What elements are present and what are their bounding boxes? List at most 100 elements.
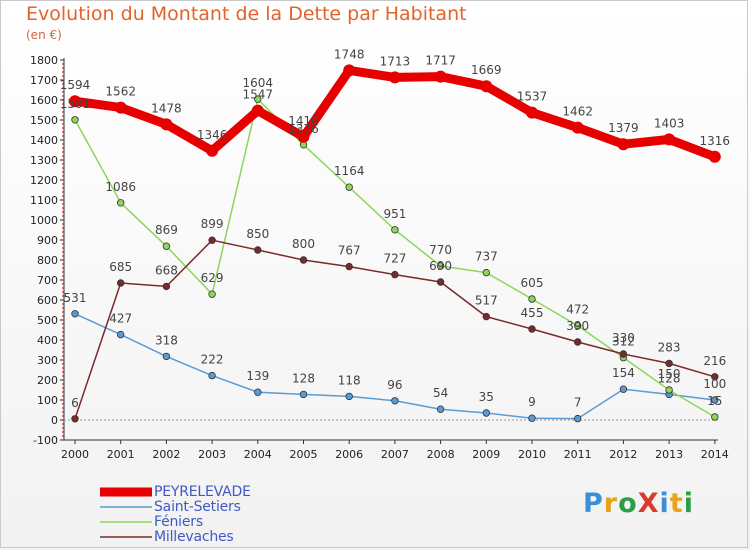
data-label-3: 6 bbox=[71, 396, 79, 410]
data-point-1 bbox=[528, 414, 536, 422]
data-point-1 bbox=[71, 310, 79, 318]
data-label-2: 869 bbox=[155, 223, 178, 237]
x-tick-label: 2002 bbox=[152, 448, 180, 461]
data-label-2: 312 bbox=[612, 335, 635, 349]
data-label-2: 15 bbox=[707, 394, 722, 408]
data-label-2: 472 bbox=[566, 303, 589, 317]
data-label-0: 1717 bbox=[425, 54, 456, 68]
data-point-2 bbox=[391, 226, 399, 234]
data-label-3: 850 bbox=[246, 227, 269, 241]
data-label-1: 531 bbox=[64, 291, 87, 305]
data-point-3 bbox=[619, 350, 628, 358]
data-point-1 bbox=[345, 392, 353, 401]
data-label-0: 1416 bbox=[288, 114, 319, 128]
data-point-2 bbox=[665, 386, 673, 394]
data-label-1: 118 bbox=[338, 373, 361, 387]
data-point-3 bbox=[711, 373, 719, 381]
y-tick-label: 1000 bbox=[30, 214, 58, 227]
data-label-3: 899 bbox=[201, 217, 224, 231]
data-point-3 bbox=[345, 262, 353, 271]
data-point-3 bbox=[665, 359, 673, 368]
data-point-2 bbox=[162, 242, 171, 250]
y-tick-label: 100 bbox=[37, 394, 58, 407]
data-point-3 bbox=[436, 278, 445, 286]
y-tick-label: -100 bbox=[33, 434, 58, 447]
data-label-2: 1604 bbox=[243, 76, 274, 90]
data-point-0 bbox=[160, 118, 173, 131]
data-point-0 bbox=[663, 133, 676, 146]
data-label-2: 150 bbox=[658, 367, 681, 381]
x-tick-label: 2014 bbox=[701, 448, 729, 461]
y-tick-label: 200 bbox=[37, 374, 58, 387]
data-point-1 bbox=[436, 405, 445, 413]
data-point-3 bbox=[528, 325, 536, 333]
data-point-3 bbox=[254, 246, 262, 254]
brand-letter: i bbox=[683, 488, 694, 519]
data-point-2 bbox=[574, 321, 582, 330]
x-tick-label: 2003 bbox=[198, 448, 226, 461]
data-point-1 bbox=[208, 371, 216, 380]
data-label-1: 222 bbox=[201, 353, 224, 367]
data-point-2 bbox=[711, 413, 719, 421]
y-tick-label: 300 bbox=[37, 354, 58, 367]
data-label-3: 216 bbox=[703, 354, 726, 368]
data-label-1: 128 bbox=[292, 371, 315, 385]
data-label-2: 1501 bbox=[60, 97, 91, 111]
data-label-2: 770 bbox=[429, 243, 452, 257]
brand-logo: ProXiti bbox=[583, 488, 694, 519]
data-point-0 bbox=[434, 70, 447, 83]
data-point-2 bbox=[208, 290, 216, 298]
x-tick-label: 2007 bbox=[381, 448, 409, 461]
data-point-2 bbox=[436, 262, 445, 270]
data-label-1: 427 bbox=[109, 312, 132, 326]
x-tick-label: 2005 bbox=[290, 448, 318, 461]
data-label-3: 517 bbox=[475, 294, 498, 308]
data-label-1: 9 bbox=[528, 395, 536, 409]
legend-item-feniers: Féniers bbox=[100, 514, 251, 530]
data-point-3 bbox=[208, 236, 216, 244]
legend-label-peyrelevade: PEYRELEVADE bbox=[154, 483, 251, 500]
legend-label-saint-setiers: Saint-Setiers bbox=[154, 498, 241, 515]
legend-item-saint-setiers: Saint-Setiers bbox=[100, 498, 251, 515]
data-label-2: 951 bbox=[383, 207, 406, 221]
data-label-2: 605 bbox=[521, 276, 544, 290]
data-label-1: 318 bbox=[155, 333, 178, 347]
data-label-3: 668 bbox=[155, 263, 178, 277]
data-label-0: 1403 bbox=[654, 116, 685, 130]
y-tick-label: 0 bbox=[51, 414, 58, 427]
data-point-3 bbox=[162, 282, 171, 291]
y-tick-label: 1600 bbox=[30, 94, 58, 107]
data-point-0 bbox=[526, 106, 538, 119]
data-label-2: 1164 bbox=[334, 164, 365, 178]
data-label-0: 1316 bbox=[700, 134, 731, 148]
legend-item-millevaches: Millevaches bbox=[100, 529, 251, 545]
x-tick-label: 2011 bbox=[564, 448, 592, 461]
data-label-3: 685 bbox=[109, 260, 132, 274]
data-label-1: 100 bbox=[703, 377, 726, 391]
data-point-1 bbox=[574, 414, 582, 423]
data-point-0 bbox=[114, 101, 127, 114]
data-point-3 bbox=[116, 279, 125, 287]
x-tick-label: 2012 bbox=[609, 448, 637, 461]
brand-letter: i bbox=[659, 488, 670, 519]
y-tick-label: 600 bbox=[37, 294, 58, 307]
data-label-1: 96 bbox=[387, 378, 402, 392]
data-label-2: 1376 bbox=[288, 122, 319, 136]
data-label-0: 1669 bbox=[471, 63, 502, 77]
y-tick-label: 900 bbox=[37, 234, 58, 247]
data-point-0 bbox=[206, 144, 219, 157]
y-tick-label: 800 bbox=[37, 254, 58, 267]
data-point-0 bbox=[617, 138, 630, 151]
data-label-2: 629 bbox=[201, 271, 224, 285]
data-label-2: 1086 bbox=[105, 180, 136, 194]
data-point-3 bbox=[391, 270, 399, 279]
data-label-3: 800 bbox=[292, 237, 315, 251]
data-point-0 bbox=[708, 150, 721, 163]
legend-swatch-saint-setiers bbox=[100, 501, 152, 513]
data-point-2 bbox=[254, 95, 262, 103]
x-tick-label: 2010 bbox=[518, 448, 546, 461]
data-label-0: 1748 bbox=[334, 47, 365, 61]
y-tick-label: 1300 bbox=[30, 154, 58, 167]
